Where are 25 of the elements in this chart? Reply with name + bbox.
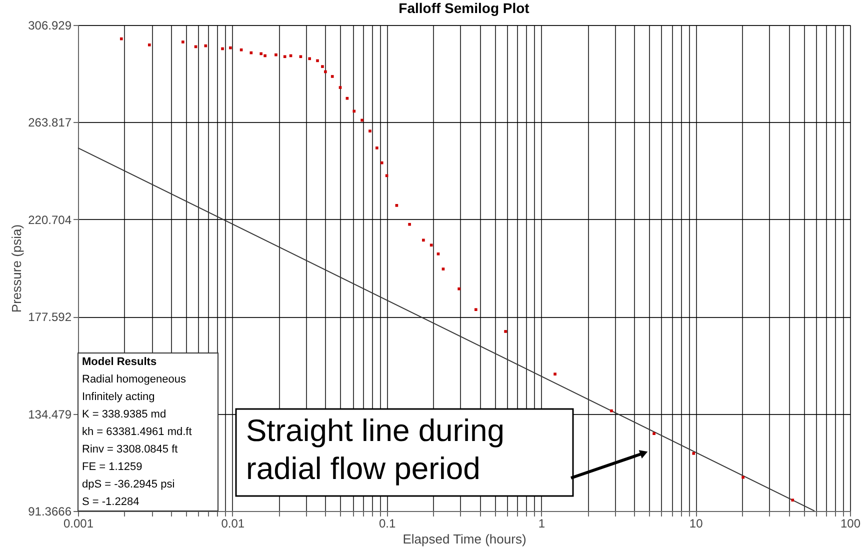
x-tick-label: 1 <box>538 516 546 530</box>
annotation: Radial homogeneous <box>82 374 186 386</box>
x-axis-title: Elapsed Time (hours) <box>402 532 526 546</box>
annotation: Rinv = 3308.0845 ft <box>82 444 178 456</box>
annotation: FE = 1.1259 <box>82 461 142 473</box>
y-tick-label: 263.817 <box>28 116 72 130</box>
y-tick-label: 220.704 <box>28 212 72 227</box>
y-tick-label: 306.929 <box>28 18 72 32</box>
x-tick-label: 100 <box>840 516 861 530</box>
x-tick-label: 0.001 <box>63 516 94 530</box>
y-axis-title: Pressure (psia) <box>9 224 24 313</box>
annotation: kh = 63381.4961 md.ft <box>82 426 192 438</box>
annotation: Model Results <box>82 356 157 368</box>
y-tick-label: 134.479 <box>28 407 72 422</box>
annotation: Straight line during radial flow period <box>246 413 504 486</box>
x-tick-label: 0.01 <box>221 516 245 530</box>
annotation: K = 338.9385 md <box>82 408 166 420</box>
chart-title: Falloff Semilog Plot <box>398 0 530 16</box>
annotation: dpS = -36.2945 psi <box>82 478 175 490</box>
annotation: Infinitely acting <box>82 391 155 403</box>
y-tick-label: 91.3666 <box>28 504 72 518</box>
annotation: S = -1.2284 <box>82 496 140 508</box>
y-tick-label: 177.592 <box>28 310 72 324</box>
x-tick-label: 10 <box>689 516 704 530</box>
x-tick-label: 0.1 <box>378 516 396 530</box>
